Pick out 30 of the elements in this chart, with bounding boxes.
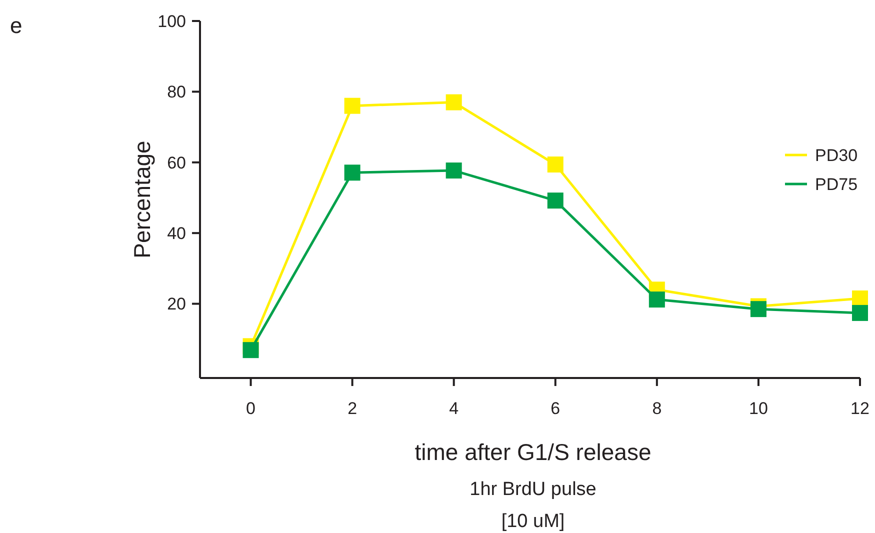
x-tick-label: 2: [348, 399, 358, 418]
text: 1hr BrdU pulse: [470, 479, 596, 500]
point: [852, 304, 868, 321]
text: [10 uM]: [501, 511, 565, 532]
point: [344, 164, 360, 181]
point: [242, 342, 259, 358]
point: [852, 290, 868, 306]
text: e: [10, 13, 22, 38]
y-tick-label: 40: [167, 224, 186, 244]
x-axis-title: time after G1/S release: [414, 439, 652, 465]
point: [547, 156, 564, 173]
y-axis-title: Percentage: [129, 140, 155, 258]
point: [446, 162, 462, 179]
point: [547, 192, 564, 209]
x-tick-label: 4: [449, 399, 459, 418]
x-tick-label: 0: [246, 399, 256, 418]
x-tick-label: 6: [550, 399, 560, 418]
point: [446, 94, 462, 110]
y-tick-label: 20: [167, 294, 186, 314]
legend-label: PD75: [815, 174, 858, 194]
x-tick-label: 8: [652, 399, 662, 418]
y-tick-label: 100: [158, 12, 186, 31]
y-tick-label: 80: [167, 82, 186, 102]
y-tick-label: 60: [167, 153, 186, 172]
x-tick-label: 12: [850, 399, 870, 418]
x-tick-label: 10: [749, 399, 768, 418]
point: [344, 98, 360, 114]
legend-label: PD30: [815, 146, 858, 165]
point: [648, 292, 665, 308]
point: [750, 301, 766, 318]
